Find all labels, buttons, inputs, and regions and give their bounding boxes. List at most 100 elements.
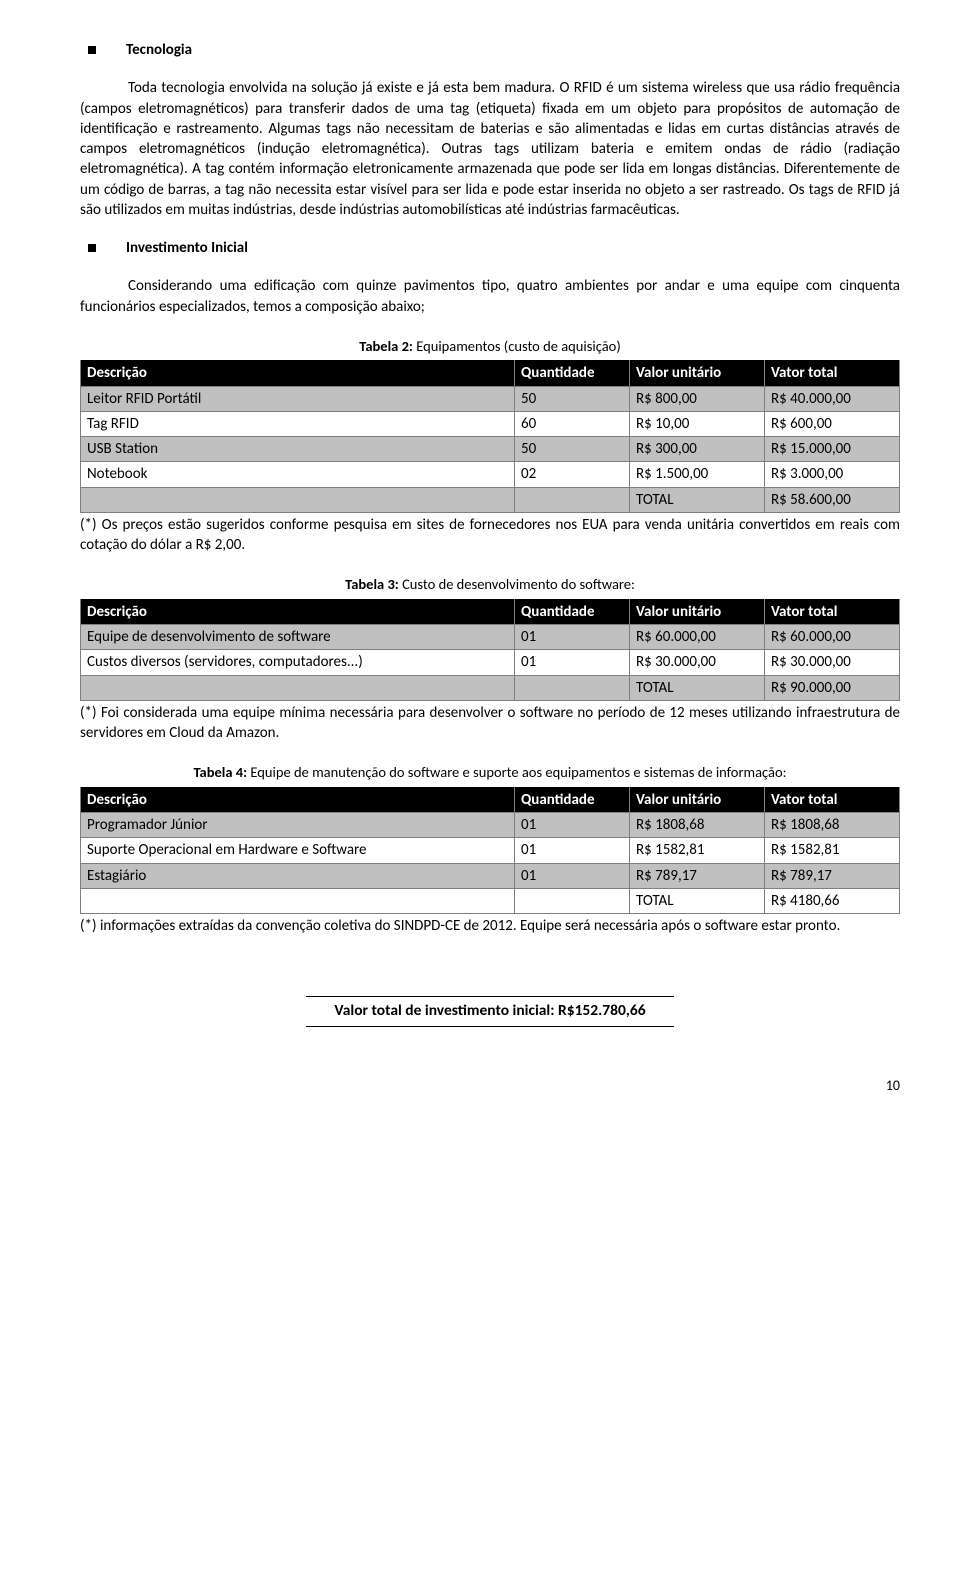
table-row: Programador Júnior 01 R$ 1808,68 R$ 1808… <box>81 813 900 838</box>
cell: 01 <box>515 650 630 675</box>
cell: 60 <box>515 411 630 436</box>
cell: R$ 30.000,00 <box>630 650 765 675</box>
bullet-icon <box>88 46 96 54</box>
cell: R$ 30.000,00 <box>765 650 900 675</box>
cell <box>515 487 630 512</box>
cell: R$ 3.000,00 <box>765 462 900 487</box>
cell: R$ 1808,68 <box>630 813 765 838</box>
cell: Suporte Operacional em Hardware e Softwa… <box>81 838 515 863</box>
table-row: Equipe de desenvolvimento de software 01… <box>81 625 900 650</box>
cell: 01 <box>515 838 630 863</box>
cell <box>515 888 630 913</box>
caption-text: Equipe de manutenção do software e supor… <box>247 763 786 781</box>
cell: Tag RFID <box>81 411 515 436</box>
col-descricao: Descrição <box>81 787 515 812</box>
caption-label: Tabela 2: <box>359 337 413 355</box>
total-value: R$ 58.600,00 <box>765 487 900 512</box>
caption-label: Tabela 4: <box>193 763 247 781</box>
col-quantidade: Quantidade <box>515 599 630 624</box>
cell: R$ 1582,81 <box>630 838 765 863</box>
caption-text: Equipamentos (custo de aquisição) <box>413 337 621 355</box>
cell: R$ 60.000,00 <box>630 625 765 650</box>
cell: R$ 10,00 <box>630 411 765 436</box>
col-valor-total: Vator total <box>765 787 900 812</box>
total-value: R$ 90.000,00 <box>765 675 900 700</box>
cell: R$ 789,17 <box>765 863 900 888</box>
table-header-row: Descrição Quantidade Valor unitário Vato… <box>81 787 900 812</box>
heading-text: Investimento Inicial <box>126 238 248 258</box>
cell <box>81 487 515 512</box>
table2-caption: Tabela 2: Equipamentos (custo de aquisiç… <box>80 337 900 357</box>
paragraph-tecnologia: Toda tecnologia envolvida na solução já … <box>80 78 900 220</box>
table2: Descrição Quantidade Valor unitário Vato… <box>80 360 900 513</box>
col-descricao: Descrição <box>81 599 515 624</box>
cell: 01 <box>515 813 630 838</box>
col-valor-unitario: Valor unitário <box>630 599 765 624</box>
col-valor-total: Vator total <box>765 361 900 386</box>
table-row: Leitor RFID Portátil 50 R$ 800,00 R$ 40.… <box>81 386 900 411</box>
cell: R$ 600,00 <box>765 411 900 436</box>
table-total-row: TOTAL R$ 4180,66 <box>81 888 900 913</box>
cell: 50 <box>515 386 630 411</box>
heading-text: Tecnologia <box>126 40 192 60</box>
cell: R$ 1.500,00 <box>630 462 765 487</box>
col-quantidade: Quantidade <box>515 361 630 386</box>
total-label: TOTAL <box>630 888 765 913</box>
page-number: 10 <box>80 1077 900 1096</box>
cell: R$ 60.000,00 <box>765 625 900 650</box>
table3: Descrição Quantidade Valor unitário Vato… <box>80 599 900 701</box>
cell <box>81 888 515 913</box>
cell: Custos diversos (servidores, computadore… <box>81 650 515 675</box>
table4-caption: Tabela 4: Equipe de manutenção do softwa… <box>80 763 900 783</box>
table-row: Tag RFID 60 R$ 10,00 R$ 600,00 <box>81 411 900 436</box>
table-row: Suporte Operacional em Hardware e Softwa… <box>81 838 900 863</box>
table4: Descrição Quantidade Valor unitário Vato… <box>80 787 900 914</box>
investment-total-text: Valor total de investimento inicial: R$1… <box>306 996 673 1027</box>
cell: Notebook <box>81 462 515 487</box>
cell: R$ 789,17 <box>630 863 765 888</box>
cell: R$ 1582,81 <box>765 838 900 863</box>
cell <box>515 675 630 700</box>
investment-total-box: Valor total de investimento inicial: R$1… <box>80 996 900 1027</box>
table-row: Notebook 02 R$ 1.500,00 R$ 3.000,00 <box>81 462 900 487</box>
section-heading-tecnologia: Tecnologia <box>88 40 900 60</box>
cell: Leitor RFID Portátil <box>81 386 515 411</box>
table-header-row: Descrição Quantidade Valor unitário Vato… <box>81 361 900 386</box>
table-row: USB Station 50 R$ 300,00 R$ 15.000,00 <box>81 437 900 462</box>
caption-label: Tabela 3: <box>345 575 399 593</box>
table-row: Custos diversos (servidores, computadore… <box>81 650 900 675</box>
col-valor-unitario: Valor unitário <box>630 787 765 812</box>
cell: Equipe de desenvolvimento de software <box>81 625 515 650</box>
cell: 02 <box>515 462 630 487</box>
table-row: Estagiário 01 R$ 789,17 R$ 789,17 <box>81 863 900 888</box>
col-descricao: Descrição <box>81 361 515 386</box>
table3-footnote: (*) Foi considerada uma equipe mínima ne… <box>80 703 900 744</box>
table-total-row: TOTAL R$ 90.000,00 <box>81 675 900 700</box>
cell <box>81 675 515 700</box>
cell: R$ 300,00 <box>630 437 765 462</box>
total-label: TOTAL <box>630 487 765 512</box>
cell: 50 <box>515 437 630 462</box>
cell: Programador Júnior <box>81 813 515 838</box>
total-label: TOTAL <box>630 675 765 700</box>
caption-text: Custo de desenvolvimento do software: <box>399 575 635 593</box>
cell: 01 <box>515 625 630 650</box>
paragraph-investimento: Considerando uma edificação com quinze p… <box>80 276 900 317</box>
cell: R$ 15.000,00 <box>765 437 900 462</box>
bullet-icon <box>88 244 96 252</box>
cell: R$ 1808,68 <box>765 813 900 838</box>
col-quantidade: Quantidade <box>515 787 630 812</box>
table4-footnote: (*) informações extraídas da convenção c… <box>80 916 900 936</box>
cell: Estagiário <box>81 863 515 888</box>
section-heading-investimento: Investimento Inicial <box>88 238 900 258</box>
cell: R$ 40.000,00 <box>765 386 900 411</box>
cell: R$ 800,00 <box>630 386 765 411</box>
cell: 01 <box>515 863 630 888</box>
table-total-row: TOTAL R$ 58.600,00 <box>81 487 900 512</box>
table3-caption: Tabela 3: Custo de desenvolvimento do so… <box>80 575 900 595</box>
total-value: R$ 4180,66 <box>765 888 900 913</box>
col-valor-total: Vator total <box>765 599 900 624</box>
cell: USB Station <box>81 437 515 462</box>
table-header-row: Descrição Quantidade Valor unitário Vato… <box>81 599 900 624</box>
col-valor-unitario: Valor unitário <box>630 361 765 386</box>
